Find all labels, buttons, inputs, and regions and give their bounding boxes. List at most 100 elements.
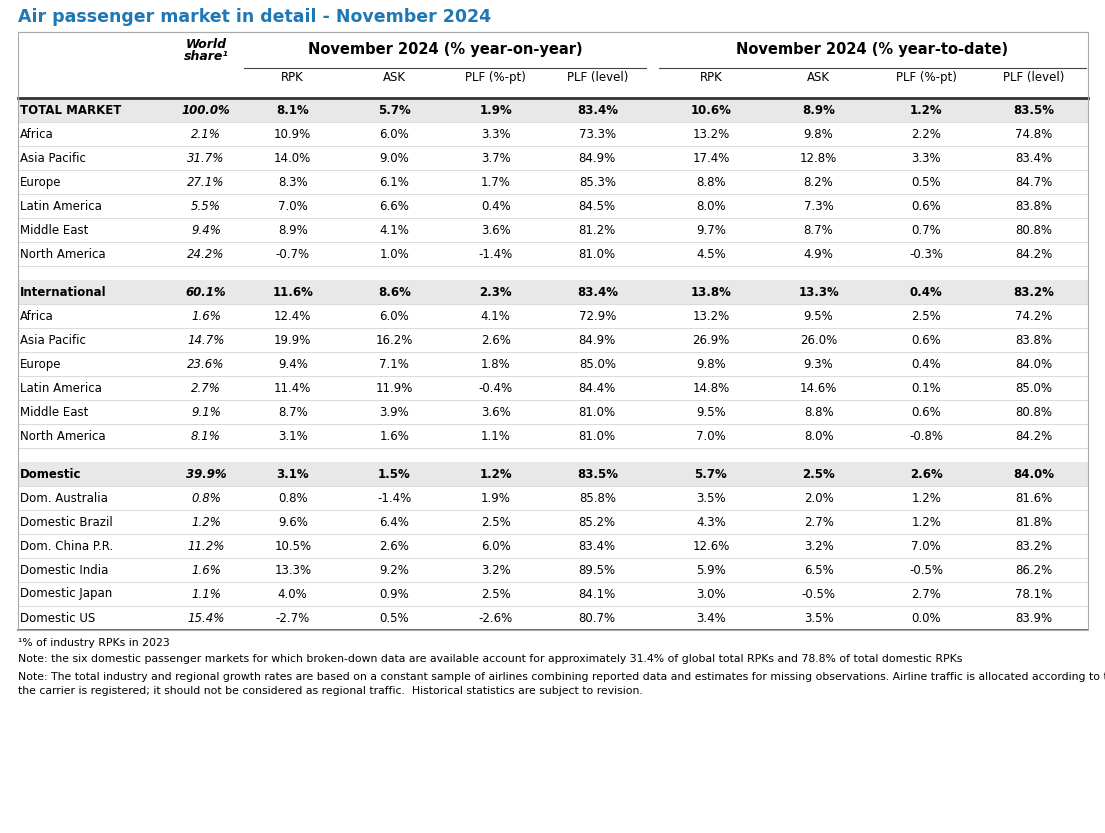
Text: 0.5%: 0.5% — [379, 611, 409, 625]
Text: share¹: share¹ — [183, 50, 229, 63]
Text: 0.6%: 0.6% — [912, 199, 941, 212]
Text: 3.1%: 3.1% — [277, 430, 307, 442]
Text: 81.0%: 81.0% — [579, 247, 615, 261]
Text: 13.8%: 13.8% — [691, 286, 732, 298]
Text: 6.4%: 6.4% — [379, 516, 409, 528]
Text: 26.9%: 26.9% — [692, 333, 729, 347]
Text: RPK: RPK — [699, 71, 723, 84]
Text: 3.2%: 3.2% — [803, 540, 833, 552]
Text: 13.3%: 13.3% — [798, 286, 839, 298]
Text: 73.3%: 73.3% — [579, 127, 615, 141]
Text: Europe: Europe — [20, 176, 62, 188]
Text: 83.9%: 83.9% — [1015, 611, 1053, 625]
Text: 2.2%: 2.2% — [912, 127, 941, 141]
Text: 8.0%: 8.0% — [696, 199, 726, 212]
Text: TOTAL MARKET: TOTAL MARKET — [20, 103, 122, 117]
Text: 4.5%: 4.5% — [696, 247, 726, 261]
Bar — [18, 462, 1088, 486]
Text: 84.0%: 84.0% — [1015, 357, 1053, 371]
Text: Latin America: Latin America — [20, 382, 102, 395]
Text: 9.6%: 9.6% — [277, 516, 307, 528]
Text: 1.2%: 1.2% — [191, 516, 221, 528]
Text: 3.3%: 3.3% — [481, 127, 511, 141]
Text: 9.2%: 9.2% — [379, 563, 409, 576]
Text: 84.9%: 84.9% — [579, 152, 615, 164]
Text: 9.3%: 9.3% — [803, 357, 833, 371]
Text: 14.8%: 14.8% — [692, 382, 729, 395]
Text: 4.1%: 4.1% — [379, 223, 409, 237]
Text: 10.6%: 10.6% — [691, 103, 732, 117]
Text: 1.6%: 1.6% — [379, 430, 409, 442]
Text: 84.2%: 84.2% — [1015, 430, 1053, 442]
Text: ASK: ASK — [382, 71, 406, 84]
Text: World: World — [186, 38, 227, 51]
Text: 1.1%: 1.1% — [191, 587, 221, 601]
Text: -1.4%: -1.4% — [478, 247, 513, 261]
Text: 9.1%: 9.1% — [191, 406, 221, 418]
Text: 9.8%: 9.8% — [803, 127, 833, 141]
Text: 2.7%: 2.7% — [912, 587, 941, 601]
Text: 81.8%: 81.8% — [1015, 516, 1053, 528]
Text: 8.8%: 8.8% — [696, 176, 726, 188]
Text: 4.3%: 4.3% — [696, 516, 726, 528]
Text: Middle East: Middle East — [20, 406, 88, 418]
Text: Note: The total industry and regional growth rates are based on a constant sampl: Note: The total industry and regional gr… — [18, 672, 1105, 682]
Text: 83.5%: 83.5% — [1013, 103, 1054, 117]
Text: ¹% of industry RPKs in 2023: ¹% of industry RPKs in 2023 — [18, 638, 170, 648]
Text: 83.8%: 83.8% — [1015, 199, 1053, 212]
Text: PLF (%-pt): PLF (%-pt) — [896, 71, 957, 84]
Text: 12.6%: 12.6% — [692, 540, 729, 552]
Text: 0.1%: 0.1% — [912, 382, 941, 395]
Text: 2.1%: 2.1% — [191, 127, 221, 141]
Text: 10.5%: 10.5% — [274, 540, 312, 552]
Text: 7.1%: 7.1% — [379, 357, 409, 371]
Text: 0.6%: 0.6% — [912, 406, 941, 418]
Text: 1.0%: 1.0% — [379, 247, 409, 261]
Bar — [18, 32, 1088, 630]
Text: 2.5%: 2.5% — [912, 310, 941, 322]
Text: 9.5%: 9.5% — [803, 310, 833, 322]
Text: Africa: Africa — [20, 127, 54, 141]
Text: 1.6%: 1.6% — [191, 310, 221, 322]
Text: 2.6%: 2.6% — [911, 467, 943, 481]
Text: 84.0%: 84.0% — [1013, 467, 1054, 481]
Text: -0.4%: -0.4% — [478, 382, 513, 395]
Text: 9.5%: 9.5% — [696, 406, 726, 418]
Text: PLF (level): PLF (level) — [1003, 71, 1065, 84]
Text: Domestic Japan: Domestic Japan — [20, 587, 113, 601]
Text: 3.5%: 3.5% — [696, 491, 726, 505]
Text: 85.3%: 85.3% — [579, 176, 615, 188]
Text: 11.4%: 11.4% — [274, 382, 312, 395]
Text: 8.6%: 8.6% — [378, 286, 411, 298]
Text: 7.0%: 7.0% — [277, 199, 307, 212]
Text: 13.2%: 13.2% — [692, 127, 729, 141]
Text: 3.2%: 3.2% — [481, 563, 511, 576]
Text: Domestic Brazil: Domestic Brazil — [20, 516, 113, 528]
Text: 1.2%: 1.2% — [912, 491, 941, 505]
Text: 80.8%: 80.8% — [1015, 223, 1053, 237]
Text: 13.2%: 13.2% — [692, 310, 729, 322]
Text: 0.4%: 0.4% — [481, 199, 511, 212]
Text: 3.7%: 3.7% — [481, 152, 511, 164]
Text: 84.5%: 84.5% — [579, 199, 615, 212]
Text: 31.7%: 31.7% — [188, 152, 224, 164]
Text: 1.8%: 1.8% — [481, 357, 511, 371]
Text: 2.6%: 2.6% — [379, 540, 409, 552]
Text: 0.5%: 0.5% — [912, 176, 941, 188]
Text: 83.5%: 83.5% — [577, 467, 618, 481]
Text: 84.2%: 84.2% — [1015, 247, 1053, 261]
Text: 5.5%: 5.5% — [191, 199, 221, 212]
Text: 5.7%: 5.7% — [378, 103, 411, 117]
Text: 78.1%: 78.1% — [1015, 587, 1053, 601]
Text: 0.4%: 0.4% — [911, 286, 943, 298]
Text: 5.9%: 5.9% — [696, 563, 726, 576]
Text: 84.4%: 84.4% — [579, 382, 615, 395]
Text: 8.2%: 8.2% — [803, 176, 833, 188]
Text: 4.9%: 4.9% — [803, 247, 833, 261]
Text: -1.4%: -1.4% — [377, 491, 411, 505]
Text: 0.8%: 0.8% — [191, 491, 221, 505]
Text: 83.2%: 83.2% — [1015, 540, 1053, 552]
Text: 0.0%: 0.0% — [912, 611, 941, 625]
Text: 74.8%: 74.8% — [1015, 127, 1053, 141]
Text: 8.7%: 8.7% — [277, 406, 307, 418]
